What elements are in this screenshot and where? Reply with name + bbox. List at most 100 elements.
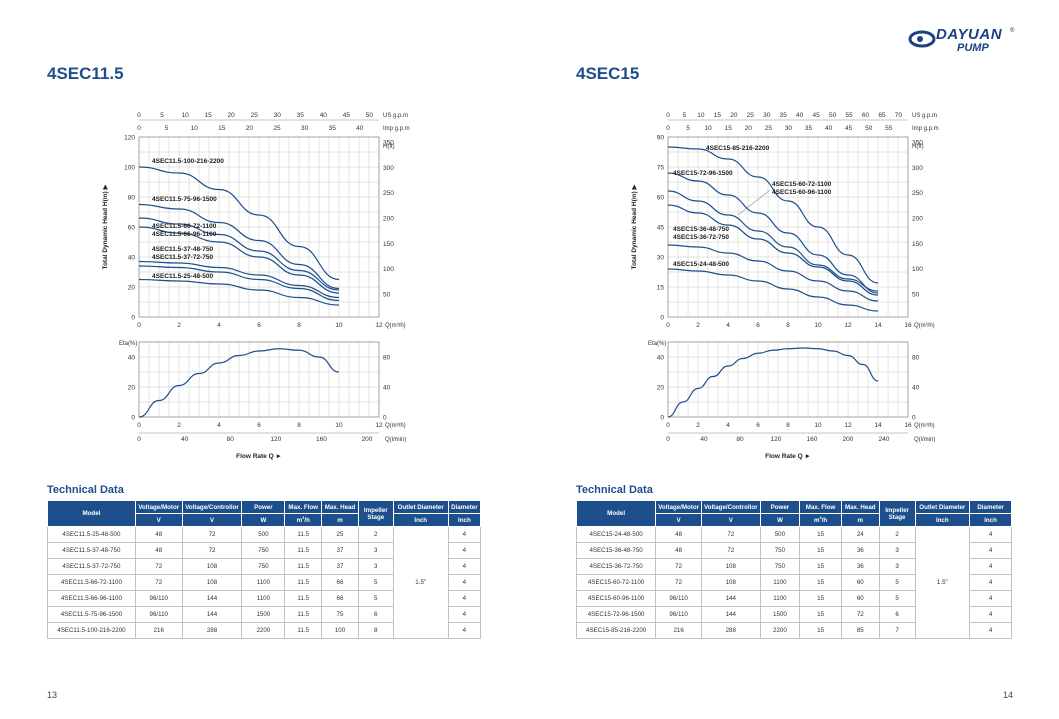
chart1-curve-label: 4SEC15-60-96-1100 [772,189,832,196]
table-cell: 4SEC15-36-72-750 [575,558,657,575]
table-cell: 72 [181,526,243,543]
unit-header: Inch [914,513,971,527]
unit-header: m3/h [284,513,323,527]
table-cell: 144 [181,590,243,607]
table-cell: 4SEC15-85-216-2200 [575,622,657,639]
chart1-us-tick: 60 [862,112,870,119]
table-cell: 4SEC11.5-100-216-2200 [47,622,136,639]
table-cell: 1500 [759,606,801,623]
chart0-y-tick: 60 [128,225,136,232]
chart0-eta-x-tick: 0 [137,422,141,429]
table-row: 4SEC15-36-72-750 72 108 750 15 36 3 4 [575,558,1012,575]
chart1-eta-x-tick: 6 [756,422,760,429]
chart0-curve-label: 4SEC11.5-37-48-750 [152,246,213,253]
table-cell: 3 [878,558,916,575]
col-max-flow: Max. Flow [799,500,842,514]
chart1-curve-label: 4SEC15-36-48-750 [673,226,729,233]
chart1-leader-line [737,189,771,216]
table-row: 4SEC15-60-96-1100 96/110 144 1100 15 60 5 4 [575,590,1012,607]
table-cell: 85 [840,622,880,639]
chart0-y-tick: 0 [131,315,135,322]
table-cell: 11.5 [284,622,323,639]
table-cell: 4 [969,542,1012,559]
table-cell: 4SEC15-72-96-1500 [575,606,657,623]
chart0-imp-tick: 10 [191,125,199,132]
chart0-ft-tick: 200 [383,216,394,223]
table-cell: 108 [181,558,243,575]
chart1-eta-right-tick: 80 [912,355,920,362]
chart1-us-tick: 35 [780,112,788,119]
chart1-lmin-tick: 120 [771,436,782,443]
col-voltage-controller: Voltage/Controllor [181,500,243,514]
chart1-eta-x-tick: 2 [696,422,700,429]
unit-header: W [241,513,286,527]
chart1-ft-tick: 250 [912,190,923,197]
unit-header: m [321,513,359,527]
tech-table-left: Model Voltage/Motor Voltage/Controllor Powe… [47,500,482,639]
chart0-us-tick: 0 [137,112,141,119]
chart0-series-4SEC11.5-37-48-750 [138,260,340,299]
chart0-us-tick: 15 [205,112,213,119]
table-cell: 3 [357,542,394,559]
table-cell: 36 [840,542,880,559]
chart1-y-title: Total Dynamic Head H(m) ▶ [631,184,638,269]
logo-dot-icon [917,36,923,42]
table-cell: 60 [840,590,880,607]
chart0-curve-label: 4SEC11.5-100-216-2200 [152,158,224,165]
table-cell: 15 [799,558,842,575]
unit-header: V [701,513,761,527]
chart1-us-tick: 50 [829,112,837,119]
chart1-x-tick: 14 [874,322,882,329]
chart1-imp-tick: 40 [825,125,833,132]
chart1-x-tick: 0 [666,322,670,329]
chart1-eta-frame [667,341,909,418]
chart1-imp-tick: 20 [745,125,753,132]
chart0-eta-x-tick: 6 [257,422,261,429]
chart0-imp-tick: 40 [356,125,364,132]
chart1-lmin-tick: 160 [807,436,818,443]
table-cell: 37 [321,558,359,575]
table-cell: 4SEC11.5-66-96-1100 [47,590,136,607]
table-cell: 4 [447,606,482,623]
chart1-eta-right-tick: 0 [912,415,916,422]
chart0-eta-x-unit: Q(m³/h) [385,423,406,429]
chart1-us-tick: 10 [697,112,705,119]
table-cell: 66 [321,590,359,607]
col-impeller: Impeller Stage [357,500,394,527]
table-cell: 2200 [241,622,286,639]
table-cell: 4SEC15-60-72-1100 [575,574,657,591]
chart0-us-tick: 50 [366,112,374,119]
table-cell: 4 [447,622,482,639]
col-voltage-motor: Voltage/Motor [134,500,183,514]
chart0-x-tick: 2 [177,322,181,329]
chart0-eta-right-tick: 40 [383,385,391,392]
table-cell: 4SEC11.5-37-48-750 [47,542,136,559]
chart0-flow-label: Flow Rate Q ► [236,453,282,460]
table-cell: 288 [701,622,761,639]
col-outlet: Outlet Diameter [914,500,971,514]
chart1-us-tick: 15 [714,112,722,119]
chart1-series-4SEC15-36-48-750 [667,244,879,302]
chart0-lmin-tick: 120 [270,436,281,443]
table-cell: 4 [447,526,482,543]
chart0-curve-label: 4SEC11.5-75-96-1500 [152,196,217,203]
chart0-imp-tick: 30 [301,125,309,132]
table-cell: 1500 [241,606,286,623]
chart0-ft-tick: 300 [383,165,394,172]
table-cell: 11.5 [284,526,323,543]
table-cell: 4 [447,558,482,575]
table-cell: 1100 [241,590,286,607]
chart0-curve-label: 4SEC11.5-66-96-1100 [152,231,217,238]
table-row: 4SEC15-72-96-1500 96/110 144 1500 15 72 6 4 [575,606,1012,623]
table-cell: 2200 [759,622,801,639]
table-cell: 15 [799,622,842,639]
table-cell: 1100 [759,590,801,607]
chart0-y-tick: 120 [124,135,135,142]
table-cell: 96/110 [655,590,703,607]
table-cell: 4 [969,622,1012,639]
table-cell: 48 [134,526,183,543]
chart0-x-tick: 6 [257,322,261,329]
chart0-ft-tick: 150 [383,241,394,248]
table-cell: 3 [357,558,394,575]
col-max-flow: Max. Flow [284,500,323,514]
